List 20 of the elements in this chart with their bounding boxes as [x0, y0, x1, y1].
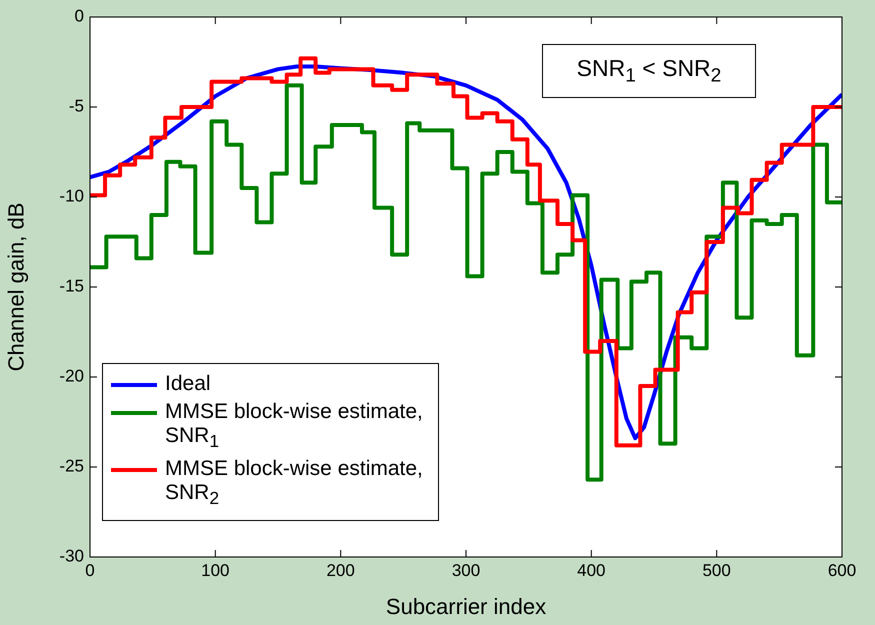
y-axis-title: Channel gain, dB — [3, 202, 28, 372]
legend-label: MMSE block-wise estimate, SNR$_{2}$ — [165, 457, 423, 508]
y-tick-label: -30 — [59, 546, 84, 566]
y-tick-label: 0 — [74, 6, 84, 26]
text-box: SNR$_{1}$ < SNR$_{2}$ — [542, 44, 756, 98]
y-tick-label: -10 — [59, 186, 84, 206]
annotation: SNR$_{1}$ < SNR$_{2}$ — [576, 54, 722, 88]
x-tick-label: 200 — [326, 560, 355, 580]
x-tick-label: 400 — [577, 560, 606, 580]
x-tick-label: 500 — [702, 560, 731, 580]
y-tick-label: -5 — [68, 96, 84, 116]
x-tick-label: 300 — [452, 560, 480, 580]
y-tick-label: -20 — [59, 366, 84, 386]
legend-label: Ideal — [165, 372, 211, 395]
x-tick-label: 100 — [201, 560, 230, 580]
x-tick-label: 600 — [828, 560, 856, 580]
legend-label: MMSE block-wise estimate, SNR$_{1}$ — [165, 400, 423, 452]
y-tick-label: -15 — [59, 276, 84, 296]
y-tick-label: -25 — [59, 456, 84, 476]
x-axis-title: Subcarrier index — [386, 594, 546, 619]
